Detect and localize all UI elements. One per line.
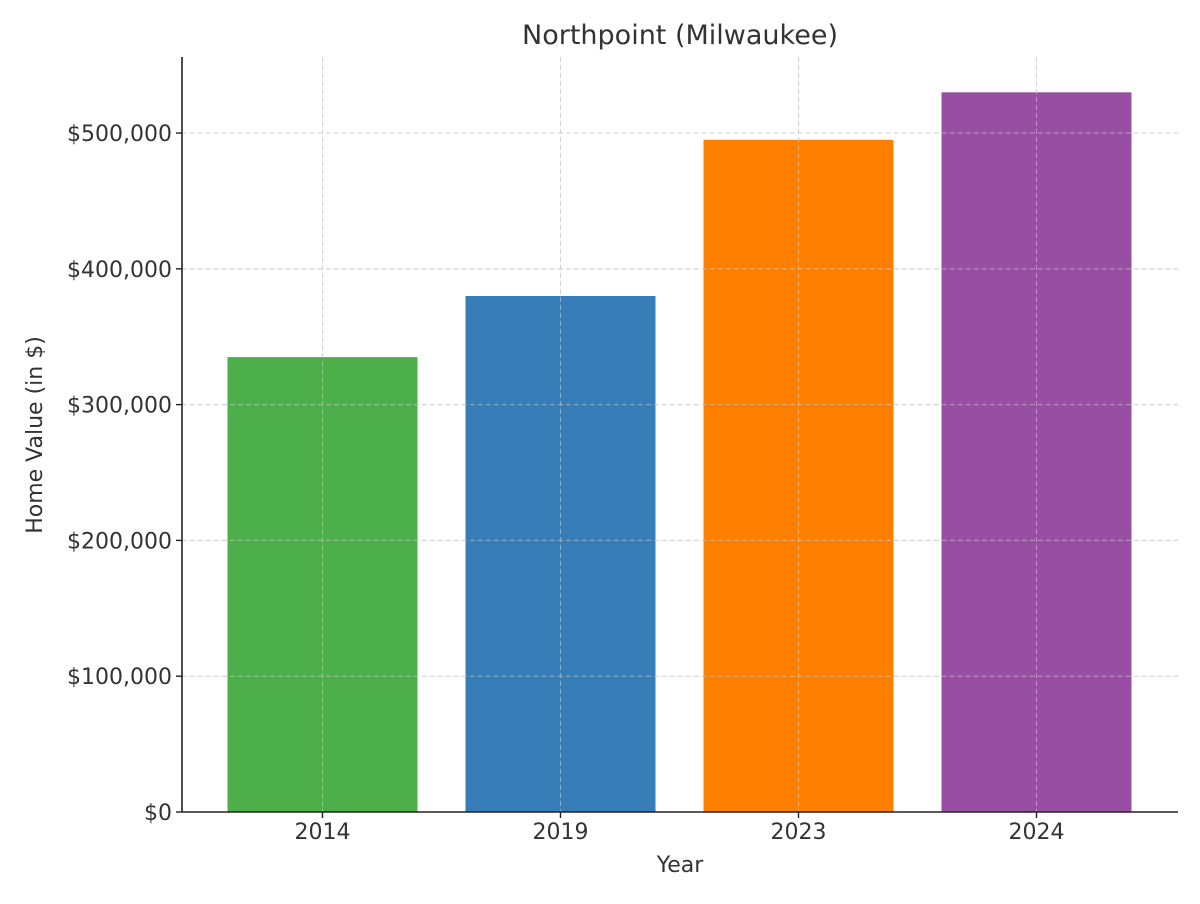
bar-2014 [227,357,418,812]
axes [181,57,1178,813]
grid-overlay [182,57,1178,812]
ticks: $0 $100,000 $200,000 $300,000 $400,000 $500,0… [67,122,1064,845]
y-tick-label: $400,000 [67,258,172,283]
y-tick-label: $500,000 [67,122,172,147]
y-tick-label: $300,000 [67,394,172,419]
y-tick-label: $200,000 [67,529,172,554]
x-tick-label: 2019 [533,820,589,845]
x-tick-label: 2023 [771,820,827,845]
x-axis-label: Year [656,853,705,878]
x-tick-label: 2014 [295,820,351,845]
y-axis-label: Home Value (in $) [23,336,48,534]
chart-title: Northpoint (Milwaukee) [522,20,838,51]
y-tick-label: $100,000 [67,665,172,690]
y-tick-label: $0 [144,801,172,826]
bars [182,57,1178,812]
x-tick-label: 2024 [1009,820,1065,845]
